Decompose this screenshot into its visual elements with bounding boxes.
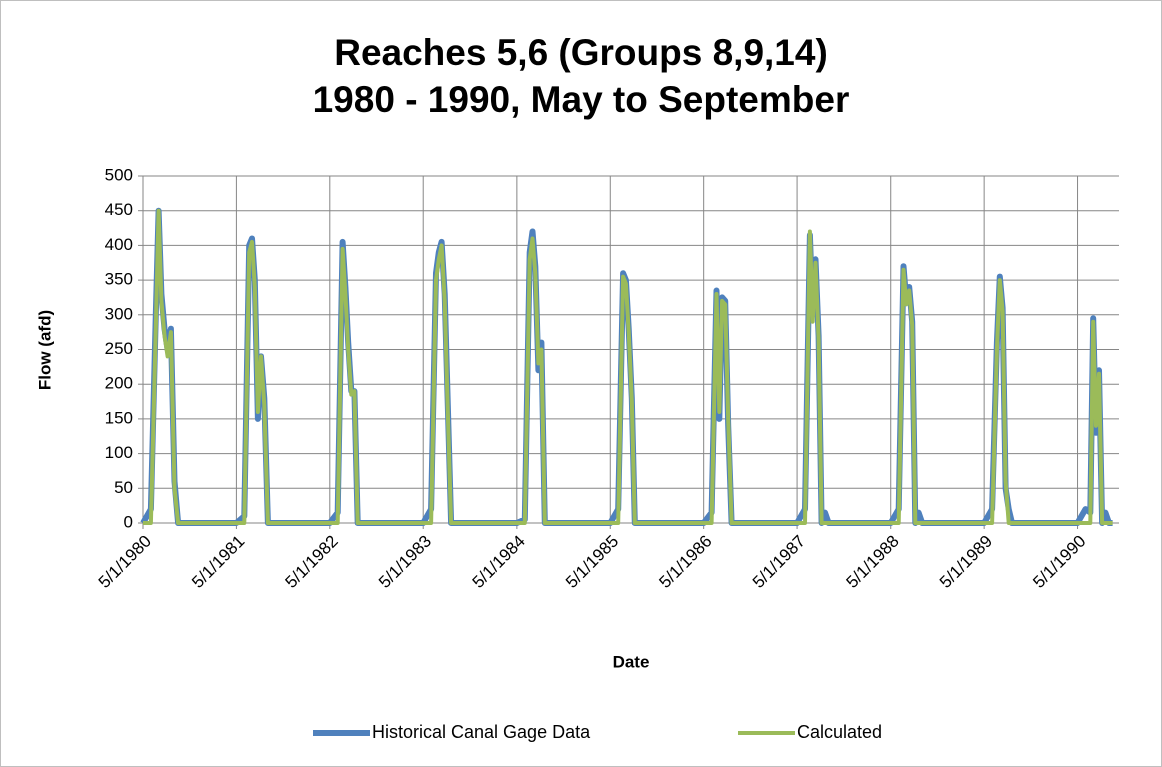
y-tick-label: 200 bbox=[105, 374, 133, 393]
y-tick-label: 500 bbox=[105, 165, 133, 184]
legend-label: Calculated bbox=[797, 722, 882, 742]
legend-label: Historical Canal Gage Data bbox=[372, 722, 591, 742]
y-axis-label: Flow (afd) bbox=[35, 310, 54, 390]
chart-subtitle: 1980 - 1990, May to September bbox=[313, 79, 850, 120]
x-axis-label: Date bbox=[613, 652, 650, 671]
y-tick-label: 450 bbox=[105, 200, 133, 219]
chart-title: Reaches 5,6 (Groups 8,9,14) bbox=[334, 32, 828, 73]
y-tick-label: 250 bbox=[105, 339, 133, 358]
y-tick-label: 300 bbox=[105, 304, 133, 323]
y-tick-label: 0 bbox=[124, 512, 133, 531]
y-tick-label: 350 bbox=[105, 270, 133, 289]
data-line bbox=[143, 208, 1113, 525]
y-tick-label: 100 bbox=[105, 443, 133, 462]
y-tick-label: 400 bbox=[105, 235, 133, 254]
y-tick-label: 50 bbox=[114, 478, 133, 497]
y-tick-label: 150 bbox=[105, 408, 133, 427]
